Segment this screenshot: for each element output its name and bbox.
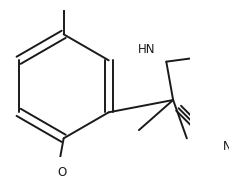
Text: O: O xyxy=(57,166,67,179)
Text: N: N xyxy=(221,140,229,153)
Text: HN: HN xyxy=(137,43,155,56)
